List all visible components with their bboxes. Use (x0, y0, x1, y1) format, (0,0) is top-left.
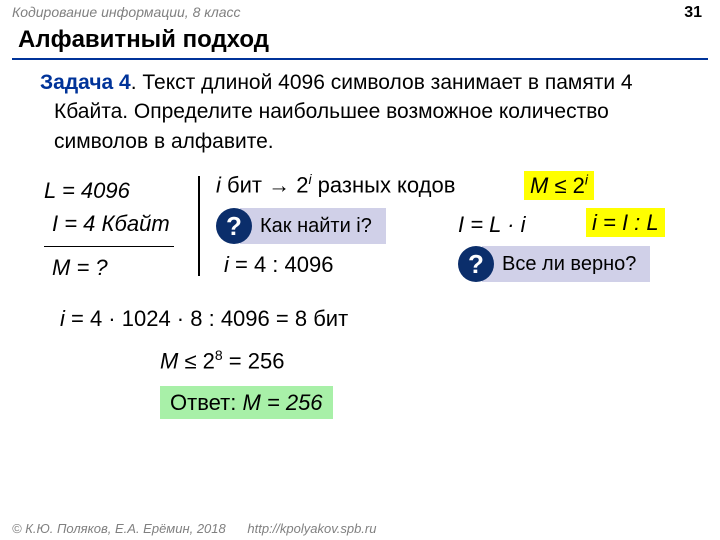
work-area: L = 4096 I = 4 Кбайт M = ? i бит → 2i ра… (30, 174, 702, 454)
question-1: ? Как найти i? (216, 208, 386, 244)
task-text: . Текст длиной 4096 символов занимает в … (54, 71, 633, 153)
given-M: M = ? (44, 251, 174, 284)
problem-statement: Задача 4. Текст длиной 4096 символов зан… (30, 68, 702, 156)
question-icon: ? (216, 208, 252, 244)
footer-link: http://kpolyakov.spb.ru (247, 521, 376, 536)
i-division: i = 4 : 4096 (224, 250, 333, 281)
vertical-divider (198, 176, 200, 276)
M-calculation: M ≤ 28 = 256 (160, 346, 284, 377)
question-2: ? Все ли верно? (458, 246, 650, 282)
page-title: Алфавитный подход (0, 24, 720, 58)
question-icon: ? (458, 246, 494, 282)
task-label: Задача 4 (40, 71, 131, 94)
question-2-text: Все ли верно? (482, 246, 650, 282)
question-1-text: Как найти i? (240, 208, 386, 244)
formula-I-L-i: I = L · i (458, 210, 525, 241)
codes-line: i бит → 2i разных кодов (216, 170, 455, 201)
given-I: I = 4 Кбайт (44, 207, 174, 240)
given-divider (44, 246, 174, 247)
footer: © К.Ю. Поляков, Е.А. Ерёмин, 2018 http:/… (12, 521, 376, 536)
given-block: L = 4096 I = 4 Кбайт M = ? (44, 174, 174, 284)
given-L: L = 4096 (44, 174, 174, 207)
M-bound: M ≤ 2i (524, 170, 594, 201)
i-calculation: i = 4 · 1024 · 8 : 4096 = 8 бит (60, 304, 348, 335)
formula-i-I-L: i = I : L (586, 208, 665, 239)
title-underline (12, 58, 708, 60)
page-number: 31 (684, 4, 702, 22)
answer: Ответ: M = 256 (160, 388, 333, 419)
course-title: Кодирование информации, 8 класс (12, 4, 241, 20)
copyright: © К.Ю. Поляков, Е.А. Ерёмин, 2018 (12, 521, 226, 536)
